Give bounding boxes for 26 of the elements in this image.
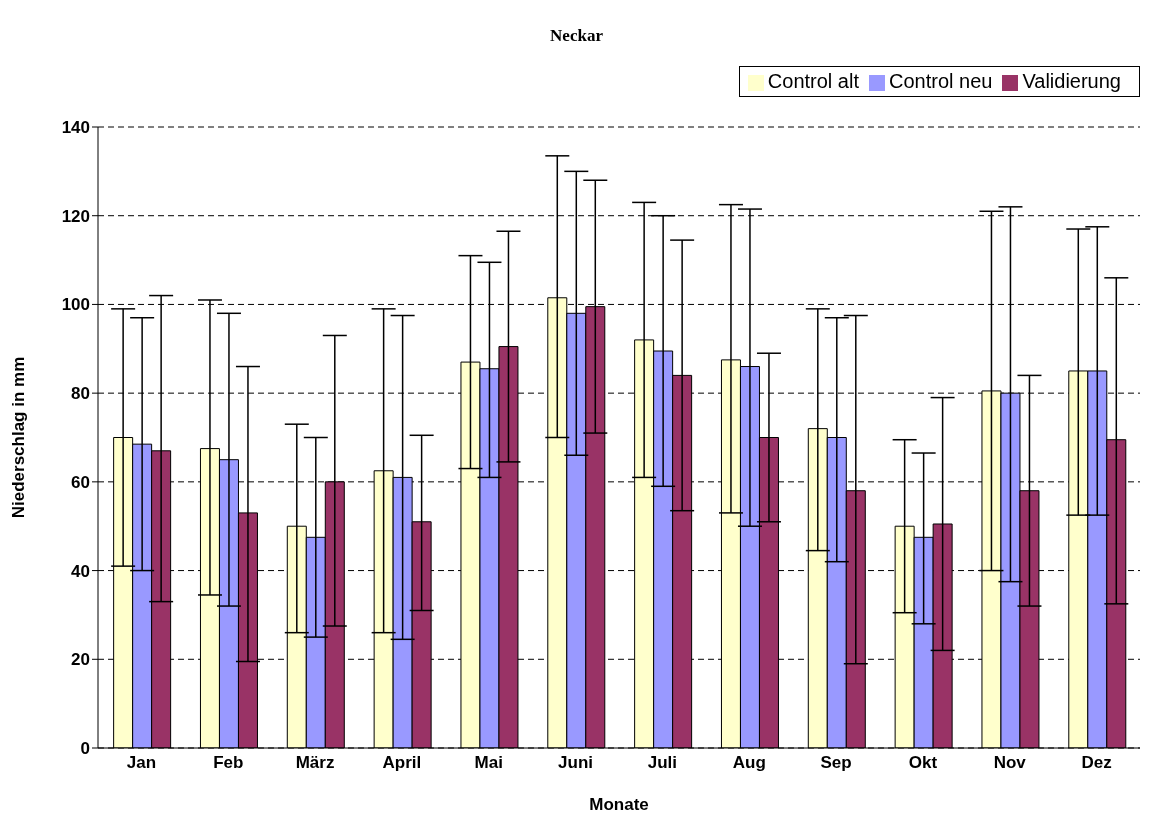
legend-label: Control neu	[889, 70, 993, 92]
y-tick-label: 120	[61, 206, 90, 226]
y-tick-label: 60	[71, 472, 90, 492]
x-tick-label: Feb	[213, 753, 244, 773]
x-tick-label: Juni	[558, 753, 594, 773]
y-tick-label: 20	[71, 650, 90, 670]
x-tick-label: Jan	[126, 753, 157, 773]
x-tick-label: Nov	[993, 753, 1027, 773]
legend-label: Validierung	[1022, 70, 1121, 92]
x-tick-label: Mai	[474, 753, 503, 773]
y-tick-label: 100	[61, 295, 90, 315]
x-axis-title: Monate	[589, 795, 649, 814]
x-tick-label: Dez	[1081, 753, 1112, 773]
x-tick-label: Sep	[820, 753, 852, 773]
y-tick-label: 140	[61, 118, 90, 138]
x-tick-label: Okt	[908, 753, 938, 773]
y-tick-label: 80	[71, 384, 90, 404]
chart-title: Neckar	[549, 25, 604, 47]
legend-label: Control alt	[767, 70, 859, 92]
y-tick-label: 0	[80, 739, 90, 759]
x-tick-label: Juli	[647, 753, 678, 773]
y-tick-label: 40	[71, 561, 90, 581]
x-tick-label: Aug	[732, 753, 766, 773]
y-axis-title: Niederschlag in mm	[9, 356, 29, 519]
x-tick-label: April	[382, 753, 422, 773]
x-tick-label: März	[295, 753, 335, 773]
